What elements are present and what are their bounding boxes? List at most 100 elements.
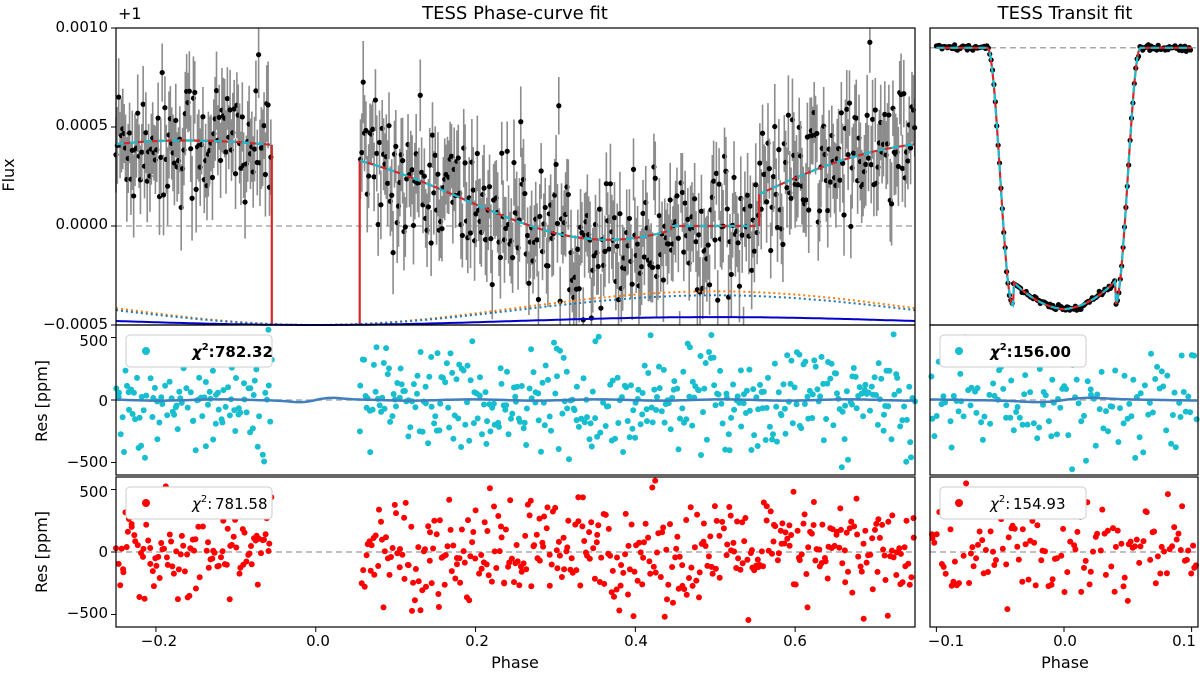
res2-point: [869, 535, 876, 542]
res1-point: [560, 354, 567, 361]
legend-res1-value: 782.32: [215, 343, 273, 361]
res-ylabel-2: Res [ppm]: [32, 511, 51, 593]
res1-point: [405, 433, 412, 440]
res1-point: [787, 380, 794, 387]
flux-point: [728, 271, 734, 278]
res2-point: [594, 531, 601, 538]
flux-point: [126, 130, 133, 136]
res1-point: [450, 435, 457, 442]
flux-point: [780, 241, 786, 247]
res2-point: [884, 612, 891, 619]
flux-point: [370, 126, 376, 132]
res1-point: [708, 332, 715, 338]
res2-point: [248, 543, 254, 549]
res1-point: [428, 403, 435, 410]
res1-point: [700, 409, 706, 416]
res1-point: [881, 411, 887, 418]
trres2-point: [990, 548, 996, 555]
res1-point: [552, 390, 559, 397]
flux-point: [565, 191, 571, 198]
res2-point: [410, 579, 417, 586]
res2-point: [155, 553, 162, 560]
res2-point: [674, 533, 681, 540]
trres2-point: [993, 557, 999, 563]
res2-point: [748, 547, 755, 554]
res1-point: [134, 374, 140, 381]
flux-point: [675, 235, 681, 241]
trres1-point: [1054, 431, 1060, 438]
trres2-point: [1061, 589, 1068, 595]
res1-point: [868, 383, 875, 390]
res2-point: [737, 566, 744, 573]
trres1-point: [1126, 400, 1133, 407]
res2-point: [908, 574, 915, 581]
res2-point: [822, 558, 829, 565]
res2-point: [516, 582, 523, 589]
res2-point: [855, 553, 862, 560]
trres2-point: [1127, 538, 1134, 545]
res1-point: [222, 403, 229, 410]
res2-point: [595, 522, 602, 529]
flux-point: [389, 192, 395, 198]
flux-point: [419, 169, 425, 175]
flux-point: [803, 197, 809, 203]
res1-point: [774, 438, 780, 445]
flux-point: [576, 286, 582, 292]
res1-point: [490, 400, 497, 407]
flux-point: [865, 155, 872, 161]
trres1-point: [1013, 409, 1020, 415]
flux-point: [165, 183, 171, 189]
legend-tr2-marker: [955, 499, 963, 507]
flux-point: [135, 110, 141, 116]
res2-point: [741, 538, 748, 545]
flux-point: [429, 132, 436, 138]
res2-point: [140, 545, 147, 552]
trres2-point: [1067, 538, 1074, 545]
flux-point: [372, 97, 379, 103]
res1-point: [509, 410, 516, 417]
res1-point: [370, 361, 377, 368]
res1-point: [422, 400, 429, 407]
flux-point: [840, 160, 846, 166]
trres1-point: [940, 393, 947, 400]
res1-point: [464, 362, 471, 369]
res1-point: [496, 423, 502, 430]
res1-point: [535, 417, 542, 424]
res1-point: [232, 428, 239, 434]
flux-point: [489, 281, 495, 288]
flux-point: [242, 199, 248, 205]
res2-point: [378, 518, 384, 525]
trres2-point: [987, 528, 994, 535]
xlabel-left: Phase: [491, 653, 539, 672]
res2-point: [849, 589, 856, 596]
res1-point: [588, 443, 595, 450]
res2-point: [669, 564, 676, 570]
flux-point: [400, 158, 406, 164]
transit-point: [952, 42, 958, 48]
res2-point: [622, 510, 629, 517]
res1-point: [143, 392, 150, 399]
res2-point: [689, 582, 696, 589]
trres1-point: [1069, 466, 1076, 473]
res1-point: [542, 362, 549, 369]
trres1-point: [1141, 382, 1148, 389]
res2-point: [254, 581, 261, 588]
trres1-point: [948, 444, 955, 451]
res2-point: [816, 546, 823, 553]
res2-point: [705, 553, 712, 560]
offset-label: +1: [118, 4, 142, 23]
legend-res1-marker: [142, 347, 150, 355]
res2-point: [819, 521, 826, 528]
res2-point: [652, 569, 659, 576]
trres1-point: [1042, 392, 1049, 399]
res1-point: [841, 436, 848, 443]
trres2-point: [1081, 564, 1087, 571]
res2-point: [782, 529, 789, 536]
res1-point: [176, 388, 183, 395]
res2-point: [134, 542, 141, 549]
res1-point: [398, 381, 405, 388]
res2-point: [140, 553, 146, 560]
res1-point: [192, 447, 199, 454]
flux-point: [253, 88, 259, 94]
trres1-point: [1103, 408, 1109, 415]
